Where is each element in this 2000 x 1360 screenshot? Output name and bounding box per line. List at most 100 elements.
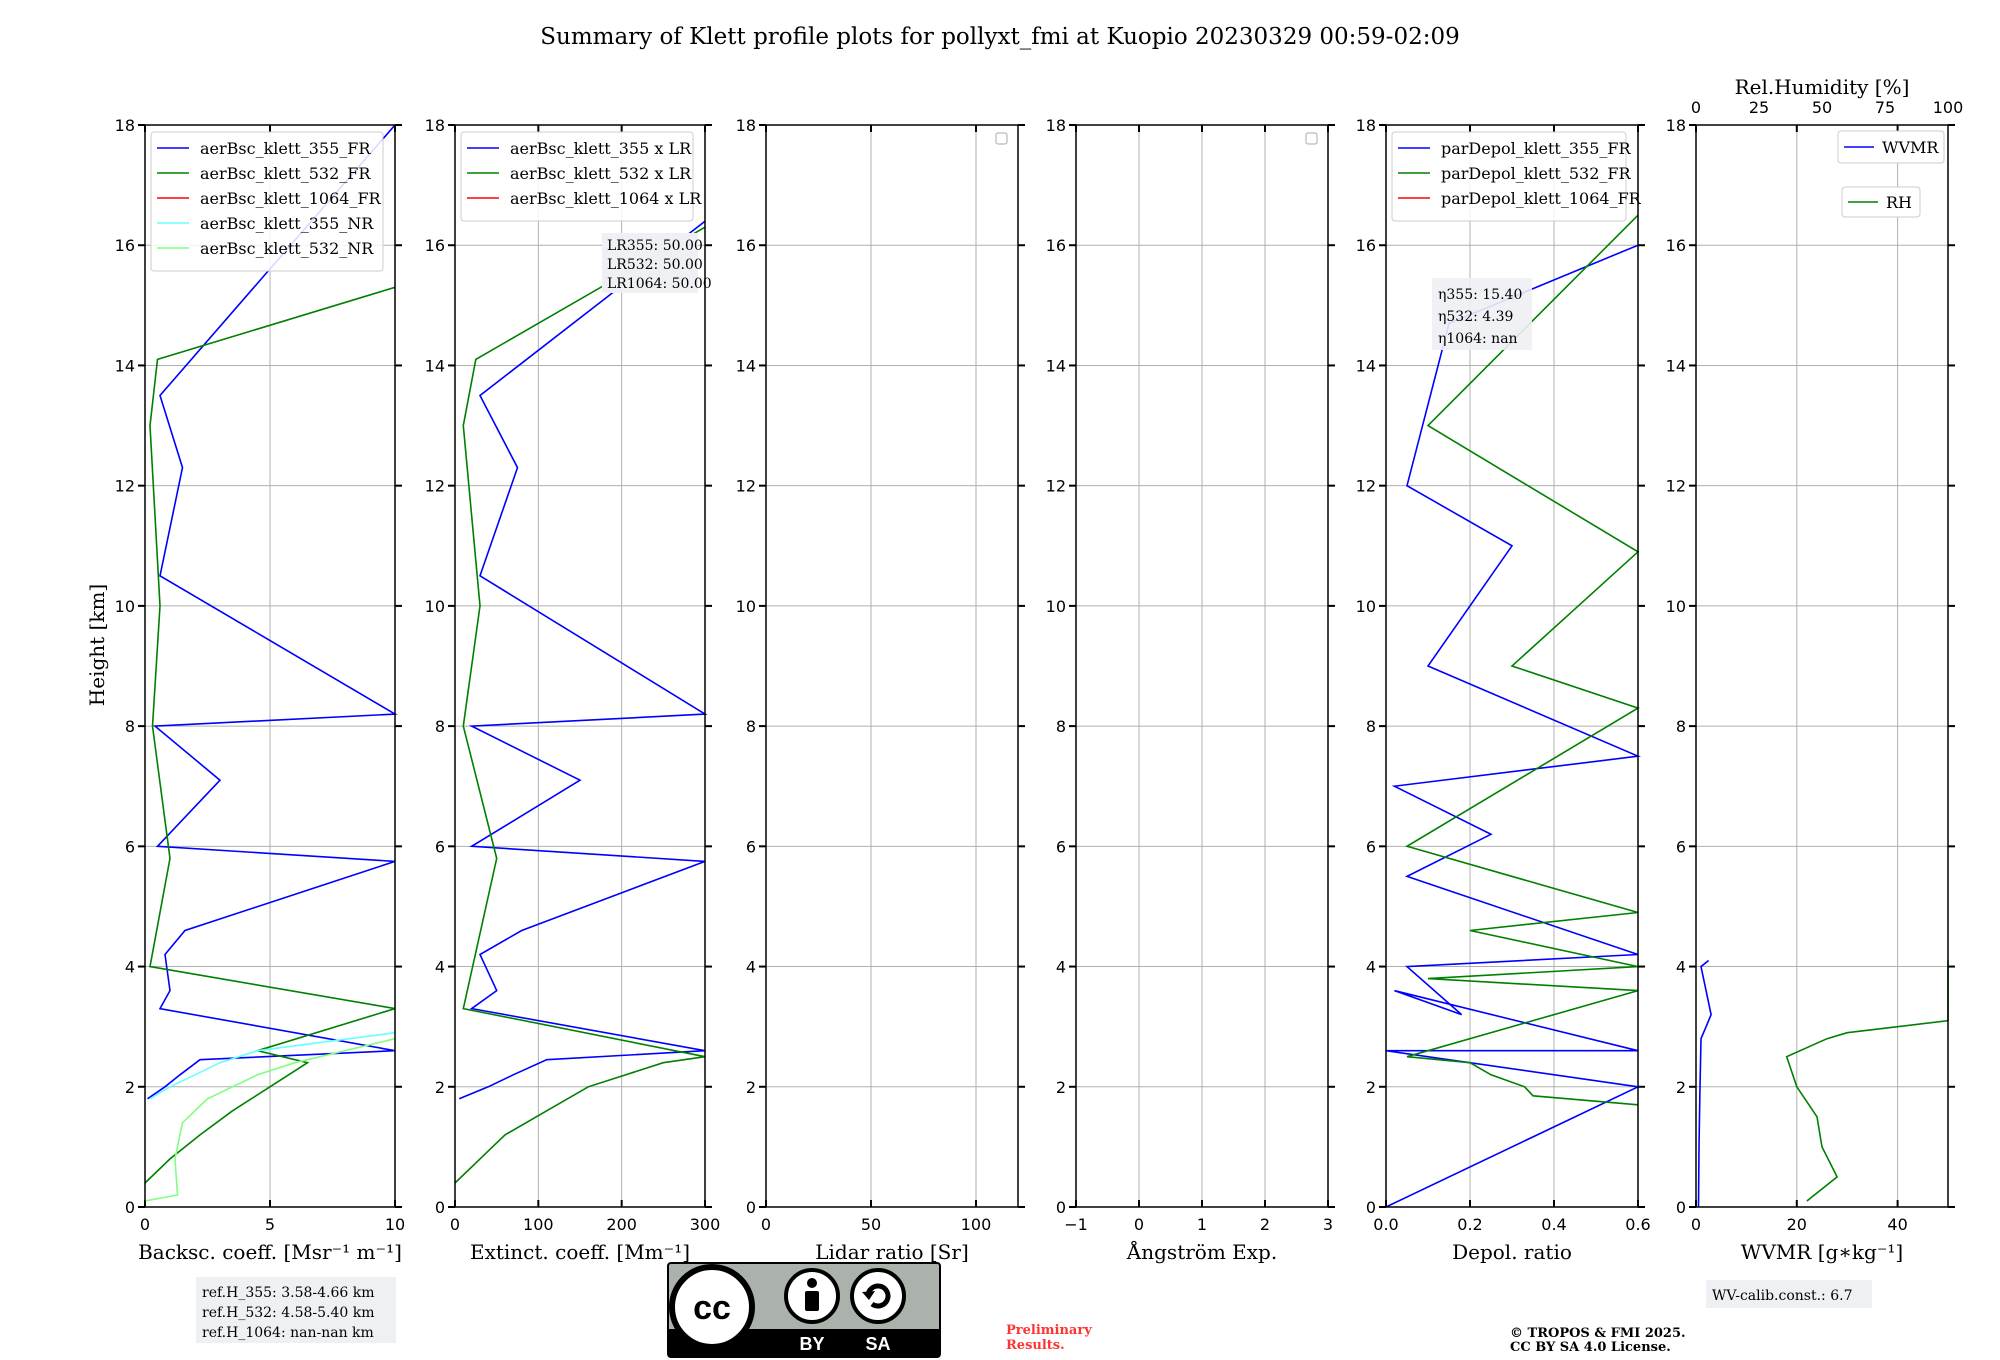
y-tick-label: 2 (1676, 1078, 1686, 1097)
cc-logo-icon (669, 1264, 755, 1350)
y-tick-label: 14 (1046, 356, 1066, 375)
x-tick-label: 0.6 (1625, 1215, 1650, 1234)
y-tick-label: 16 (425, 236, 445, 255)
y-tick-label: 2 (125, 1078, 135, 1097)
axes-frame (144, 124, 396, 1208)
y-tick-label: 18 (425, 116, 445, 135)
series-line-aerBsc_klett_532 x LR (454, 226, 706, 1184)
top-tick-label: 50 (1812, 98, 1832, 117)
x-axis-label: Depol. ratio (1452, 1240, 1572, 1264)
y-tick-label: 14 (736, 356, 756, 375)
series-line-RH (1785, 960, 1949, 1202)
y-tick-label: 8 (1056, 717, 1066, 736)
top-tick-label: 75 (1875, 98, 1895, 117)
legend-entry: RH (1886, 193, 1912, 212)
y-tick-label: 14 (1356, 356, 1376, 375)
x-tick-label: 0 (1691, 1215, 1701, 1234)
y-tick-label: 0 (1056, 1198, 1066, 1217)
series-line-aerBsc_klett_355 x LR (458, 220, 708, 1100)
x-tick-label: 40 (1887, 1215, 1907, 1234)
series-line-parDepol_klett_355_FR (1385, 244, 1642, 1208)
y-tick-label: 0 (746, 1198, 756, 1217)
y-tick-label: 4 (1676, 958, 1686, 977)
x-tick-label: 0 (140, 1215, 150, 1234)
ref-height-box: ref.H_355: 3.58-4.66 km ref.H_532: 4.58-… (196, 1277, 396, 1343)
y-tick-label: 16 (115, 236, 135, 255)
ref-height-1064: ref.H_1064: nan-nan km (202, 1325, 374, 1341)
series-line-aerBsc_klett_355_FR (147, 124, 398, 1100)
x-tick-label: 1 (1197, 1215, 1207, 1234)
x-tick-label: 0 (450, 1215, 460, 1234)
y-tick-label: 0 (125, 1198, 135, 1217)
cc-logo-text: cc (693, 1289, 731, 1327)
legend-entry: aerBsc_klett_1064 x LR (510, 189, 702, 208)
legend: aerBsc_klett_355 x LR aerBsc_klett_532 x … (460, 131, 702, 222)
eta-value: η1064: nan (1438, 331, 1518, 347)
y-tick-label: 6 (435, 837, 445, 856)
y-tick-label: 6 (1676, 837, 1686, 856)
y-tick-label: 16 (1356, 236, 1376, 255)
y-tick-label: 2 (435, 1078, 445, 1097)
y-tick-label: 4 (1366, 958, 1376, 977)
legend-entry: aerBsc_klett_532_NR (200, 239, 374, 258)
y-tick-label: 12 (115, 477, 135, 496)
x-tick-label: 3 (1323, 1215, 1333, 1234)
y-tick-label: 0 (1366, 1198, 1376, 1217)
y-tick-label: 16 (1046, 236, 1066, 255)
y-tick-label: 4 (746, 958, 756, 977)
y-tick-label: 8 (1676, 717, 1686, 736)
x-tick-label: 0 (761, 1215, 771, 1234)
wv-calib-box: WV-calib.const.: 6.7 (1706, 1280, 1872, 1308)
y-tick-label: 4 (125, 958, 135, 977)
x-tick-label: 200 (606, 1215, 637, 1234)
panel-6: 0 20 40 0 2 4 6 8 10 12 14 16 18 WVMR [g∗kg⁻¹] WVMR RH 0… (1666, 75, 1964, 1264)
legend: WVMR RH (1837, 130, 1945, 218)
x-tick-label: 0.4 (1541, 1215, 1566, 1234)
axes-frame (765, 124, 1019, 1208)
y-tick-label: 0 (435, 1198, 445, 1217)
x-tick-label: 0.0 (1373, 1215, 1398, 1234)
cc-license-badge: cc BY SA (667, 1262, 941, 1358)
y-tick-label: 14 (115, 356, 135, 375)
x-tick-label: 5 (265, 1215, 275, 1234)
y-tick-label: 10 (736, 597, 756, 616)
y-tick-label: 12 (1666, 477, 1686, 496)
y-tick-label: 10 (1356, 597, 1376, 616)
eta-box: η355: 15.40 η532: 4.39 η1064: nan (1432, 278, 1532, 350)
x-tick-label: 100 (961, 1215, 992, 1234)
axes-frame (1695, 124, 1949, 1208)
x-axis-label: Backsc. coeff. [Msr⁻¹ m⁻¹] (138, 1240, 402, 1264)
panel-1: 0 5 10 0 2 4 6 8 10 12 14 16 18 Backsc. coeff. [Msr⁻¹… (115, 116, 406, 1264)
legend-entry: aerBsc_klett_355_NR (200, 214, 374, 233)
sa-label: SA (865, 1334, 890, 1354)
eta-value: η355: 15.40 (1438, 287, 1522, 303)
lidar-ratio-value: LR355: 50.00 (607, 238, 703, 254)
y-tick-label: 10 (1046, 597, 1066, 616)
y-tick-label: 10 (1666, 597, 1686, 616)
x-tick-label: 50 (861, 1215, 881, 1234)
series-line-aerBsc_klett_355_NR (149, 1031, 396, 1100)
top-axis-label: Rel.Humidity [%] (1735, 75, 1910, 99)
y-axis-label: Height [km] (85, 584, 109, 706)
sa-share-icon (850, 1268, 906, 1324)
y-tick-label: 12 (1046, 477, 1066, 496)
y-tick-label: 8 (746, 717, 756, 736)
y-tick-label: 10 (115, 597, 135, 616)
lidar-ratio-value: LR1064: 50.00 (607, 276, 712, 292)
x-tick-label: 100 (523, 1215, 554, 1234)
y-tick-label: 12 (736, 477, 756, 496)
top-tick-label: 100 (1933, 98, 1964, 117)
empty-legend (995, 132, 1008, 145)
legend-entry: aerBsc_klett_532_FR (200, 164, 371, 183)
eta-value: η532: 4.39 (1438, 309, 1513, 325)
axes-frame (454, 124, 706, 1208)
y-tick-label: 18 (1666, 116, 1686, 135)
x-axis-label: Ångström Exp. (1126, 1239, 1277, 1264)
x-axis-label: WVMR [g∗kg⁻¹] (1741, 1240, 1903, 1264)
y-tick-label: 10 (425, 597, 445, 616)
y-tick-label: 4 (1056, 958, 1066, 977)
series-line-aerBsc_klett_532_NR (144, 1037, 396, 1202)
y-tick-label: 2 (746, 1078, 756, 1097)
